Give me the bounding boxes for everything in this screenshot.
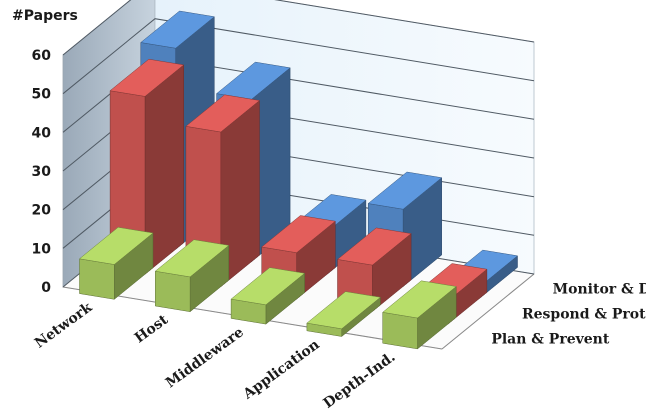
bars: [78, 10, 519, 350]
series-axis: Plan & Prevent Respond & Protect Monitor &…: [491, 282, 646, 348]
bar-top: [109, 58, 185, 97]
series-label: Respond & Protect: [522, 307, 646, 323]
bar: [78, 227, 154, 300]
y-axis: 0 10 20 30 40 50 60: [32, 48, 52, 296]
bar-top: [306, 291, 381, 330]
bar: [382, 280, 457, 350]
x-tick-label: Host: [132, 312, 172, 347]
bar-top: [185, 94, 261, 133]
x-tick-label: Middleware: [163, 324, 247, 391]
bar-top: [140, 10, 215, 49]
bar-front: [382, 312, 418, 350]
bar-top: [382, 280, 457, 319]
bar: [185, 94, 261, 288]
bar: [306, 291, 381, 338]
x-tick-label: Application: [240, 337, 323, 403]
bar-front: [79, 258, 115, 300]
bar-top: [367, 171, 443, 210]
gridline: [62, 0, 535, 56]
bar: [230, 267, 306, 325]
y-tick-label: 30: [32, 164, 52, 180]
bar-top: [261, 215, 336, 253]
series-label: Monitor & Detect: [553, 282, 646, 298]
gridline: [62, 18, 535, 95]
bar-top: [230, 267, 306, 306]
x-tick-label: Depth-Ind.: [321, 349, 399, 412]
bar-top: [154, 239, 230, 278]
y-tick-label: 50: [32, 87, 52, 103]
bar: [154, 239, 230, 313]
y-tick-label: 20: [32, 203, 52, 219]
bar-front: [155, 270, 191, 312]
series-axis-line: [441, 273, 535, 350]
y-axis-label: #Papers: [12, 8, 78, 24]
y-tick-label: 60: [32, 48, 52, 64]
bar-top: [336, 227, 412, 266]
bar: [336, 227, 412, 313]
y-tick-label: 40: [32, 125, 52, 141]
series-label: Plan & Prevent: [491, 332, 610, 348]
y-tick-label: 10: [32, 241, 52, 257]
y-tick-label: 0: [41, 280, 51, 296]
x-tick-label: Network: [32, 299, 96, 351]
bar-top: [78, 227, 154, 265]
